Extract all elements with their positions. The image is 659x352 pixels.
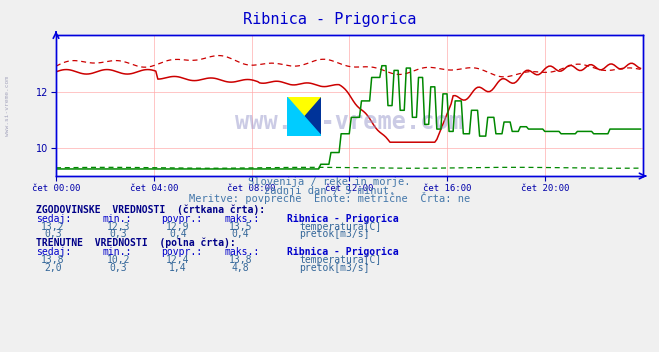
Text: 1,4: 1,4: [169, 263, 186, 273]
Text: 12,9: 12,9: [166, 221, 190, 232]
Text: min.:: min.:: [102, 247, 132, 257]
Text: 0,3: 0,3: [110, 229, 127, 239]
Text: maks.:: maks.:: [224, 214, 259, 224]
Text: 13,2: 13,2: [41, 221, 65, 232]
Text: 2,0: 2,0: [44, 263, 61, 273]
Polygon shape: [287, 97, 321, 136]
Text: 10,2: 10,2: [107, 255, 130, 265]
Text: Ribnica - Prigorica: Ribnica - Prigorica: [287, 214, 398, 224]
Polygon shape: [287, 97, 321, 136]
Polygon shape: [287, 97, 321, 136]
Text: Meritve: povprečne  Enote: metrične  Črta: ne: Meritve: povprečne Enote: metrične Črta:…: [189, 193, 470, 205]
Text: 12,3: 12,3: [107, 221, 130, 232]
Text: www.si-vreme.com: www.si-vreme.com: [235, 111, 463, 134]
Text: Slovenija / reke in morje.: Slovenija / reke in morje.: [248, 177, 411, 187]
Text: min.:: min.:: [102, 214, 132, 224]
Text: 13,8: 13,8: [229, 255, 252, 265]
Text: sedaj:: sedaj:: [36, 214, 71, 224]
Text: 12,4: 12,4: [166, 255, 190, 265]
Text: ZGODOVINSKE  VREDNOSTI  (črtkana črta):: ZGODOVINSKE VREDNOSTI (črtkana črta):: [36, 205, 266, 215]
Text: sedaj:: sedaj:: [36, 247, 71, 257]
Text: zadnji dan / 5 minut.: zadnji dan / 5 minut.: [264, 186, 395, 196]
Text: pretok[m3/s]: pretok[m3/s]: [299, 229, 370, 239]
Text: Ribnica - Prigorica: Ribnica - Prigorica: [287, 247, 398, 257]
Text: pretok[m3/s]: pretok[m3/s]: [299, 263, 370, 273]
Text: 13,8: 13,8: [41, 255, 65, 265]
Text: povpr.:: povpr.:: [161, 214, 202, 224]
Text: 0,3: 0,3: [44, 229, 61, 239]
Text: 13,5: 13,5: [229, 221, 252, 232]
Text: www.si-vreme.com: www.si-vreme.com: [5, 76, 11, 136]
Text: povpr.:: povpr.:: [161, 247, 202, 257]
Text: 0,4: 0,4: [169, 229, 186, 239]
Text: temperatura[C]: temperatura[C]: [299, 221, 382, 232]
Text: TRENUTNE  VREDNOSTI  (polna črta):: TRENUTNE VREDNOSTI (polna črta):: [36, 238, 236, 249]
Text: 0,4: 0,4: [232, 229, 249, 239]
Text: temperatura[C]: temperatura[C]: [299, 255, 382, 265]
Text: 4,8: 4,8: [232, 263, 249, 273]
Text: maks.:: maks.:: [224, 247, 259, 257]
Text: Ribnica - Prigorica: Ribnica - Prigorica: [243, 12, 416, 27]
Text: 0,3: 0,3: [110, 263, 127, 273]
